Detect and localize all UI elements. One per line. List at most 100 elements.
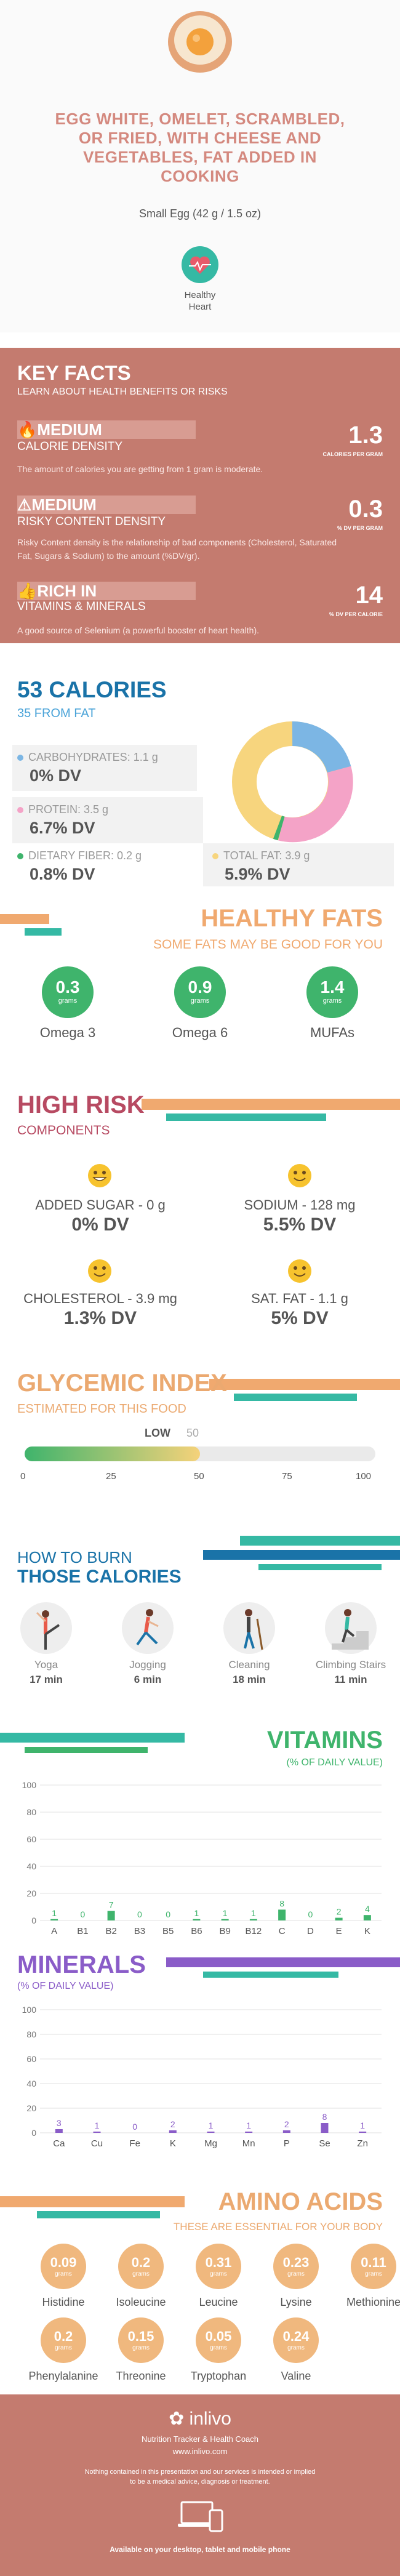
footer-brand-name: inlivo bbox=[189, 2409, 231, 2429]
amino-label: Valine bbox=[281, 2370, 311, 2382]
minerals-bar-chart: 0 20 40 60 80 100 3 Ca 1 Cu 0 Fe 2 K 1 Mg 1 Mn 2 P 8 Se 1 Zn bbox=[22, 2005, 382, 2149]
x-tick-label: Cu bbox=[91, 2138, 103, 2149]
decor-stripe bbox=[240, 1536, 400, 1546]
glycemic-tick: 75 bbox=[282, 1471, 292, 1482]
food-title-line: VEGETABLES, FAT ADDED IN bbox=[83, 148, 317, 166]
healthy-heart-line: Healthy bbox=[184, 290, 216, 300]
bar-value-label: 1 bbox=[360, 2121, 365, 2130]
grinning-face-icon bbox=[88, 1164, 111, 1187]
high-risk-subtitle: COMPONENTS bbox=[17, 1123, 110, 1138]
amino-circle: 0.23 grams bbox=[273, 2244, 319, 2289]
activity-yoga: Yoga 17 min bbox=[0, 1600, 92, 1686]
bar bbox=[249, 1919, 257, 1920]
x-tick-label: E bbox=[336, 1926, 342, 1936]
bar bbox=[193, 1919, 201, 1920]
key-fact-label: VITAMINS & MINERALS bbox=[17, 600, 146, 613]
activity-name: Jogging bbox=[129, 1659, 166, 1671]
glycemic-section: GLYCEMIC INDEX ESTIMATED FOR THIS FOOD L… bbox=[0, 1354, 400, 1514]
carbs-dot-icon bbox=[17, 755, 23, 761]
calories-title: 53 CALORIES bbox=[17, 677, 167, 702]
footer-available: Available on your desktop, tablet and mo… bbox=[110, 2545, 290, 2554]
fiber-label: DIETARY FIBER: 0.2 g bbox=[17, 849, 142, 862]
donut-carbs-slice bbox=[292, 721, 351, 773]
amino-unit: grams bbox=[132, 2345, 150, 2351]
carbs-label: CARBOHYDRATES: 1.1 g bbox=[17, 751, 158, 764]
x-tick-label: Zn bbox=[357, 2138, 368, 2149]
key-fact-level-text: RICH IN bbox=[37, 582, 97, 600]
protein-dot-icon bbox=[17, 807, 23, 813]
cholesterol-dv: 1.3% DV bbox=[63, 1308, 137, 1328]
protein-dv: 6.7% DV bbox=[30, 819, 95, 837]
key-fact-bar bbox=[17, 582, 196, 600]
activity-minutes: 11 min bbox=[334, 1674, 367, 1685]
bar bbox=[93, 2132, 101, 2133]
amino-label: Threonine bbox=[116, 2370, 166, 2382]
x-tick-label: P bbox=[284, 2138, 290, 2149]
smiling-face-icon bbox=[288, 1259, 311, 1283]
high-risk-title: HIGH RISK bbox=[17, 1091, 145, 1118]
bar-value-label: 0 bbox=[308, 1909, 313, 1919]
burn-title-1: HOW TO BURN bbox=[17, 1548, 132, 1567]
healthy-fats-section: HEALTHY FATS SOME FATS MAY BE GOOD FOR Y… bbox=[0, 893, 400, 1065]
food-title-line: EGG WHITE, OMELET, SCRAMBLED, bbox=[55, 110, 345, 128]
amino-value: 0.24 bbox=[282, 2329, 310, 2344]
glycemic-tick: 0 bbox=[20, 1471, 26, 1482]
bar-value-label: 1 bbox=[52, 1908, 57, 1918]
sodium-label: SODIUM - 128 mg bbox=[244, 1197, 356, 1213]
omega6-circle: 0.9 grams bbox=[174, 966, 226, 1018]
fat-dot-icon bbox=[212, 853, 218, 859]
smiling-face-icon bbox=[288, 1164, 311, 1187]
added-sugar-label: ADDED SUGAR - 0 g bbox=[35, 1197, 166, 1213]
y-tick-label: 20 bbox=[26, 2103, 36, 2113]
vitamins-bar-chart: 0 20 40 60 80 100 1 A 0 B1 7 B2 0 B3 0 B5 1 B6 1 B9 1 B12 8 C 0 D… bbox=[22, 1780, 382, 1936]
amino-circle: 0.09 grams bbox=[41, 2244, 86, 2289]
burn-section: HOW TO BURN THOSE CALORIES Yoga 17 min J… bbox=[0, 1533, 400, 1717]
activity-name: Climbing Stairs bbox=[315, 1659, 386, 1671]
key-fact-desc: A good source of Selenium (a powerful bo… bbox=[17, 625, 260, 635]
decor-stripe bbox=[166, 1113, 326, 1121]
sodium-dv: 5.5% DV bbox=[263, 1214, 337, 1235]
amino-unit: grams bbox=[287, 2271, 305, 2277]
x-tick-label: B1 bbox=[77, 1926, 88, 1936]
footer: ✿ inlivo Nutrition Tracker & Health Coac… bbox=[0, 2394, 400, 2576]
amino-label: Lysine bbox=[280, 2296, 312, 2308]
bar-value-label: 3 bbox=[57, 2118, 62, 2128]
key-fact-level-text: MEDIUM bbox=[31, 496, 97, 514]
fat-label-text: TOTAL FAT: 3.9 g bbox=[223, 849, 310, 862]
bar-value-label: 1 bbox=[223, 1908, 228, 1918]
decor-stripe bbox=[203, 1550, 400, 1560]
healthy-fats-title: HEALTHY FATS bbox=[201, 905, 383, 932]
bar-value-label: 0 bbox=[132, 2122, 137, 2132]
healthy-fats-subtitle: SOME FATS MAY BE GOOD FOR YOU bbox=[153, 937, 383, 952]
amino-circle: 0.05 grams bbox=[196, 2317, 241, 2363]
decor-stripe bbox=[0, 1733, 185, 1743]
amino-subtitle: THESE ARE ESSENTIAL FOR YOUR BODY bbox=[173, 2221, 383, 2233]
x-tick-label: A bbox=[51, 1926, 57, 1936]
bar bbox=[207, 2132, 215, 2133]
activity-stairs: Climbing Stairs 11 min bbox=[305, 1600, 397, 1686]
key-fact-label: CALORIE DENSITY bbox=[17, 440, 123, 453]
bar-value-label: 7 bbox=[109, 1900, 114, 1910]
glycemic-tick: 100 bbox=[356, 1471, 372, 1482]
amino-label: Methionine bbox=[346, 2296, 400, 2308]
devices-icon bbox=[178, 2501, 223, 2532]
amino-title: AMINO ACIDS bbox=[218, 2188, 383, 2215]
key-fact-unit: % DV PER CALORIE bbox=[329, 611, 383, 617]
bar-value-label: 0 bbox=[137, 1909, 142, 1919]
decor-stripe bbox=[258, 1564, 382, 1570]
amino-circle: 0.2 grams bbox=[118, 2244, 164, 2289]
food-title-line: OR FRIED, WITH CHEESE AND bbox=[78, 129, 322, 147]
amino-value: 0.15 bbox=[127, 2329, 154, 2344]
decor-stripe bbox=[166, 1957, 400, 1967]
healthy-heart-label: Healthy Heart bbox=[0, 289, 400, 313]
footer-tagline: Nutrition Tracker & Health Coach bbox=[141, 2434, 259, 2444]
y-tick-label: 40 bbox=[26, 1861, 36, 1871]
amino-unit: grams bbox=[365, 2271, 382, 2277]
activity-jogging: Jogging 6 min bbox=[102, 1600, 194, 1686]
food-title-line: COOKING bbox=[161, 167, 239, 185]
sat-fat-label: SAT. FAT - 1.1 g bbox=[251, 1291, 348, 1306]
footer-url[interactable]: www.inlivo.com bbox=[172, 2447, 228, 2456]
key-facts-title: KEY FACTS bbox=[17, 361, 131, 384]
x-tick-label: Fe bbox=[129, 2138, 140, 2149]
bar-value-label: 1 bbox=[194, 1908, 199, 1918]
